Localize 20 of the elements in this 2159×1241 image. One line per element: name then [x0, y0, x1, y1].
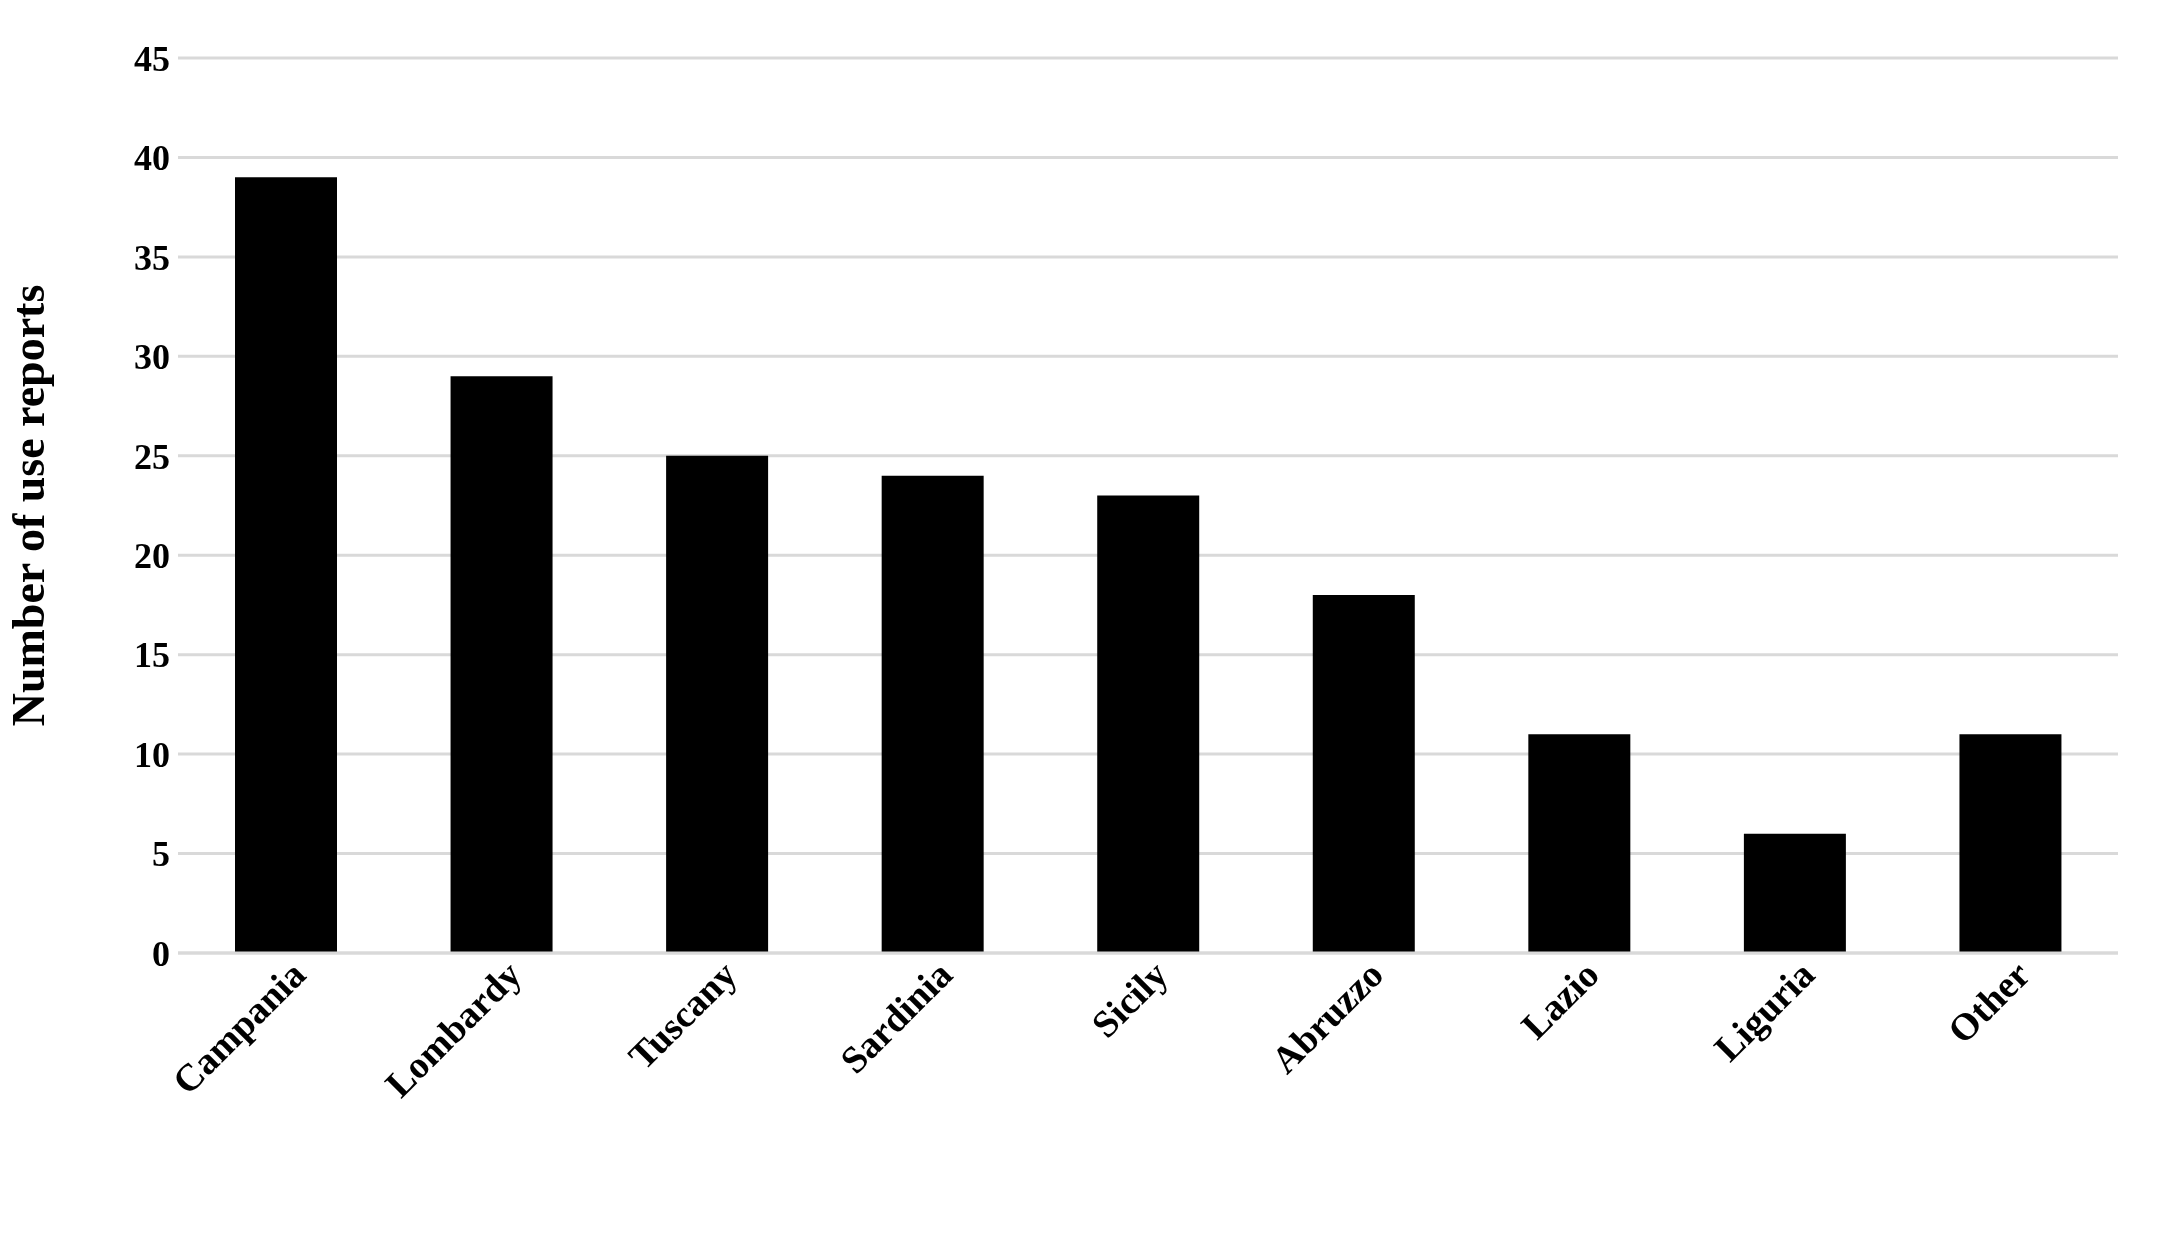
y-tick-label: 40: [134, 138, 170, 179]
y-axis-title: Number of use reports: [3, 284, 55, 727]
y-tick-label: 30: [134, 337, 170, 378]
y-tick-label: 35: [134, 237, 170, 278]
bar: [1743, 833, 1846, 953]
y-tick-label: 20: [134, 536, 170, 576]
y-tick-label: 25: [134, 436, 170, 477]
y-tick-label: 15: [134, 635, 170, 676]
y-tick-label: 45: [134, 38, 170, 79]
bar: [1528, 734, 1631, 953]
bar: [450, 376, 553, 953]
bar: [881, 475, 984, 953]
bar: [1312, 595, 1415, 953]
bar: [235, 177, 337, 953]
bar: [1959, 734, 2062, 953]
y-tick-label: 5: [152, 834, 170, 875]
y-tick-label: 0: [152, 933, 170, 974]
bar: [666, 455, 769, 953]
y-tick-label: 10: [134, 734, 170, 775]
bar: [1097, 495, 1200, 953]
